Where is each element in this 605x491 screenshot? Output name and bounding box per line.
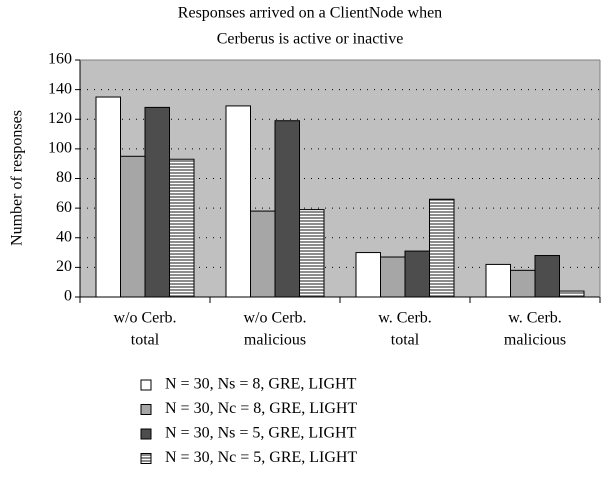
y-tick-label: 120 (48, 110, 72, 127)
y-tick-label: 60 (56, 199, 72, 216)
legend-label: N = 30, Ns = 8, GRE, LIGHT (165, 376, 357, 393)
x-tick-label: total (131, 332, 160, 349)
bar (429, 198, 455, 298)
bar (120, 155, 146, 298)
legend-swatch (140, 404, 152, 415)
legend-label: N = 30, Nc = 8, GRE, LIGHT (165, 400, 357, 417)
chart-title: Responses arrived on a ClientNode when (178, 5, 442, 22)
legend-swatch (140, 428, 152, 440)
chart-title: Cerberus is active or inactive (217, 31, 404, 48)
legend-label: N = 30, Nc = 5, GRE, LIGHT (165, 449, 357, 466)
bar (169, 158, 195, 298)
legend-swatch (140, 453, 152, 464)
y-tick-label: 0 (64, 288, 72, 305)
bar (559, 290, 585, 298)
y-tick-label: 40 (56, 228, 72, 245)
bar (250, 210, 276, 298)
y-tick-label: 20 (56, 258, 72, 275)
x-tick-label: w/o Cerb. (113, 310, 176, 327)
y-axis-label: Number of responses (9, 110, 26, 246)
bar (510, 269, 536, 298)
x-tick-label: w/o Cerb. (243, 310, 306, 327)
x-tick-label: w. Cerb. (378, 310, 432, 327)
x-tick-label: total (391, 332, 420, 349)
bar (485, 263, 511, 298)
bar (534, 255, 560, 298)
bar (404, 250, 430, 298)
bar (225, 105, 251, 298)
x-tick-label: malicious (244, 332, 306, 349)
legend-label: N = 30, Ns = 5, GRE, LIGHT (165, 425, 357, 442)
x-tick-label: w. Cerb. (508, 310, 562, 327)
y-tick-label: 140 (48, 80, 72, 97)
legend-swatch (140, 379, 152, 391)
bar (95, 96, 121, 298)
bar (144, 106, 170, 298)
bar (274, 120, 300, 298)
y-tick-label: 160 (48, 51, 72, 68)
y-tick-label: 80 (56, 169, 72, 186)
bar (380, 256, 406, 298)
bar (299, 209, 325, 298)
y-tick-label: 100 (48, 140, 72, 157)
x-tick-label: malicious (504, 332, 566, 349)
bar (355, 252, 381, 298)
